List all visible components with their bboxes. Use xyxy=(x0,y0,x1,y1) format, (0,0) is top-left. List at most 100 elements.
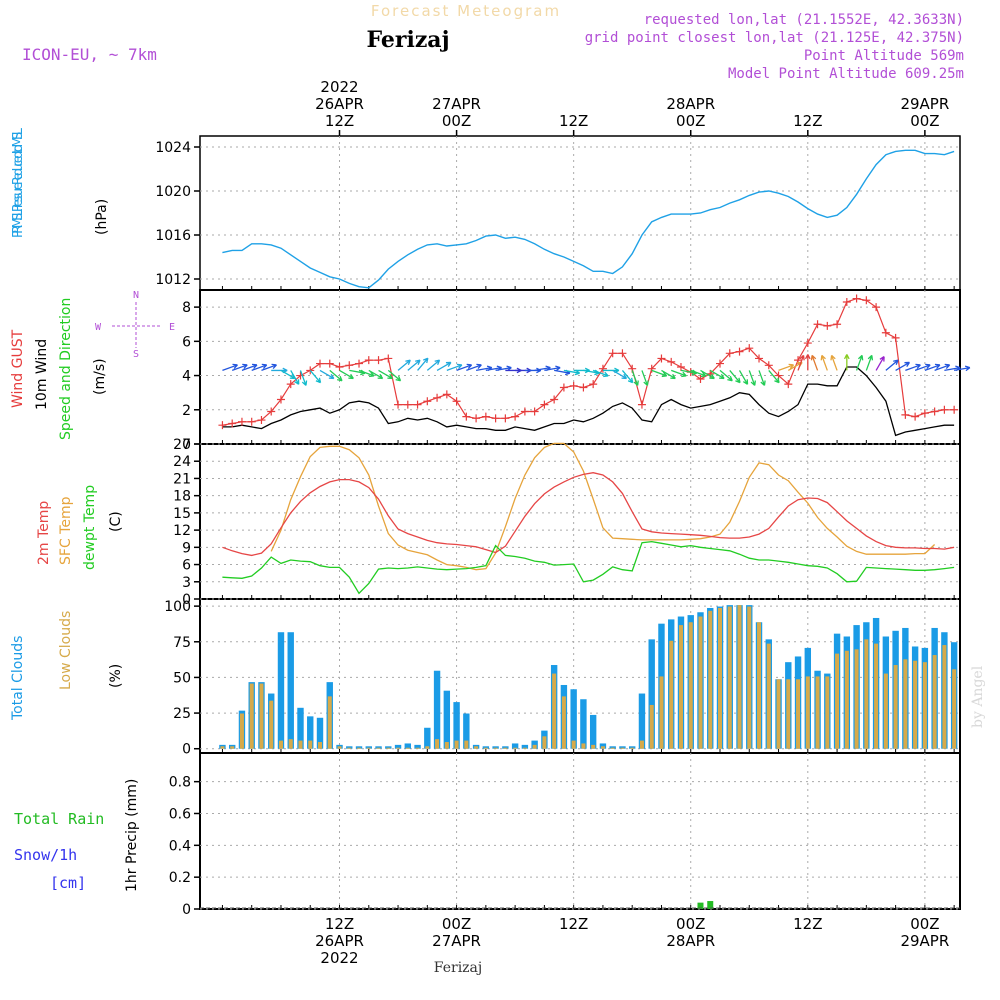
gust-marker xyxy=(530,407,539,416)
model-label: ICON-EU, ~ 7km xyxy=(22,45,157,64)
low-cloud-bar xyxy=(532,744,537,749)
wind-ytick-label: 8 xyxy=(182,300,191,316)
clouds-ytick-label: 25 xyxy=(173,706,191,722)
sfc-temp-line xyxy=(270,442,936,571)
low-cloud-bar xyxy=(766,643,771,749)
gust-marker xyxy=(647,364,656,373)
gust-marker xyxy=(452,397,461,406)
low-cloud-bar xyxy=(571,740,576,749)
temp-dew-label: dewpt Temp xyxy=(82,485,98,570)
wind-direction-arrow xyxy=(231,363,248,372)
wind-direction-arrow xyxy=(820,354,828,371)
time-axis-top-label: 00Z xyxy=(442,112,471,130)
gust-marker xyxy=(316,359,324,368)
snow-unit-label: [cm] xyxy=(50,874,86,892)
temperature-ytick-label: 3 xyxy=(182,575,191,591)
low-cloud-bar xyxy=(503,747,508,749)
gust-marker xyxy=(267,407,276,416)
low-cloud-bar xyxy=(318,742,322,749)
time-axis-top-label: 28APR xyxy=(666,95,715,113)
temperature-ytick-label: 18 xyxy=(173,489,191,505)
low-cloud-bar xyxy=(435,739,440,749)
gust-marker xyxy=(657,354,666,363)
gust-marker xyxy=(872,303,881,312)
low-cloud-bar xyxy=(269,700,274,749)
low-cloud-bar xyxy=(581,743,586,749)
wind-direction-arrow xyxy=(895,361,911,371)
time-axis-bottom-label: 00Z xyxy=(910,915,939,933)
gust-marker xyxy=(306,366,315,375)
total-cloud-bar xyxy=(589,714,597,749)
wind-direction-arrow xyxy=(329,369,343,382)
gust-marker xyxy=(384,354,393,363)
clouds-ytick-label: 50 xyxy=(173,670,191,686)
wind-ytick-label: 2 xyxy=(182,403,191,419)
low-cloud-bar xyxy=(366,747,371,749)
gust-marker xyxy=(667,357,676,366)
low-cloud-bar xyxy=(903,659,908,749)
total-cloud-bar xyxy=(580,699,587,749)
gust-marker xyxy=(598,364,607,373)
gust-marker xyxy=(891,333,900,342)
wind-direction-arrow xyxy=(810,354,819,371)
gust-marker xyxy=(520,407,529,416)
gridpoint-coords: grid point closest lon,lat (21.125E, 42.… xyxy=(585,30,964,46)
total-cloud-bar xyxy=(531,740,538,749)
low-cloud-bar xyxy=(776,679,781,749)
total-cloud-bar xyxy=(433,670,441,749)
clouds-ytick-label: 100 xyxy=(164,599,191,615)
gust-marker xyxy=(930,407,939,416)
gust-marker xyxy=(842,297,851,306)
low-cloud-bar xyxy=(483,747,488,749)
total-cloud-bar xyxy=(609,746,616,749)
wind-direction-arrow xyxy=(797,354,805,371)
wind-direction-arrow xyxy=(417,357,429,371)
gust-marker xyxy=(696,374,705,383)
gust-marker xyxy=(735,347,744,356)
gust-marker xyxy=(355,359,364,368)
gust-marker xyxy=(345,361,354,370)
wind-direction-arrow xyxy=(592,369,609,378)
total-cloud-bar xyxy=(648,639,655,749)
gust-marker xyxy=(286,380,295,389)
low-cloud-bar xyxy=(249,683,254,749)
gust-marker xyxy=(462,412,471,421)
wind-compass: N S W E xyxy=(95,290,175,360)
low-cloud-bar xyxy=(757,622,762,749)
low-cloud-bar xyxy=(610,747,615,749)
low-cloud-bar xyxy=(561,696,566,749)
low-cloud-bar xyxy=(425,746,430,749)
temperature-ytick-label: 27 xyxy=(173,437,191,453)
wind-direction-arrow xyxy=(544,365,561,372)
low-cloud-bar xyxy=(708,610,713,749)
gust-marker xyxy=(569,381,578,390)
total-cloud-bar xyxy=(385,746,392,749)
rain-bar xyxy=(697,902,704,909)
gust-marker xyxy=(716,359,724,368)
total-cloud-bar xyxy=(619,746,626,749)
gust-marker xyxy=(511,412,520,421)
low-cloud-bar xyxy=(835,653,840,749)
low-cloud-bar xyxy=(376,747,381,749)
wind-direction-arrow xyxy=(905,363,921,372)
low-cloud-bar xyxy=(337,746,342,749)
wind-direction-arrow xyxy=(456,363,473,372)
temp-sfc-label: SFC Temp xyxy=(58,496,74,565)
precip-ytick-label: 0.2 xyxy=(169,870,191,886)
compass-n: N xyxy=(133,290,139,301)
gust-marker xyxy=(247,417,256,426)
time-axis-top-label: 00Z xyxy=(910,112,939,130)
temperature-ytick-label: 6 xyxy=(182,558,191,574)
compass-s: S xyxy=(133,349,139,360)
compass-w: W xyxy=(95,322,102,333)
wind-direction-arrow xyxy=(729,370,741,384)
gust-marker xyxy=(745,344,754,353)
low-cloud-bar xyxy=(796,679,801,749)
time-axis-bottom-label: 12Z xyxy=(559,915,588,933)
meteogram-subtitle: Forecast Meteogram xyxy=(371,2,561,20)
wind-direction-arrow xyxy=(426,359,441,371)
gust-marker xyxy=(579,383,588,392)
total-cloud-bar xyxy=(570,689,577,749)
location-title: Ferizaj xyxy=(366,27,449,53)
wind-direction-arrow xyxy=(446,363,463,372)
